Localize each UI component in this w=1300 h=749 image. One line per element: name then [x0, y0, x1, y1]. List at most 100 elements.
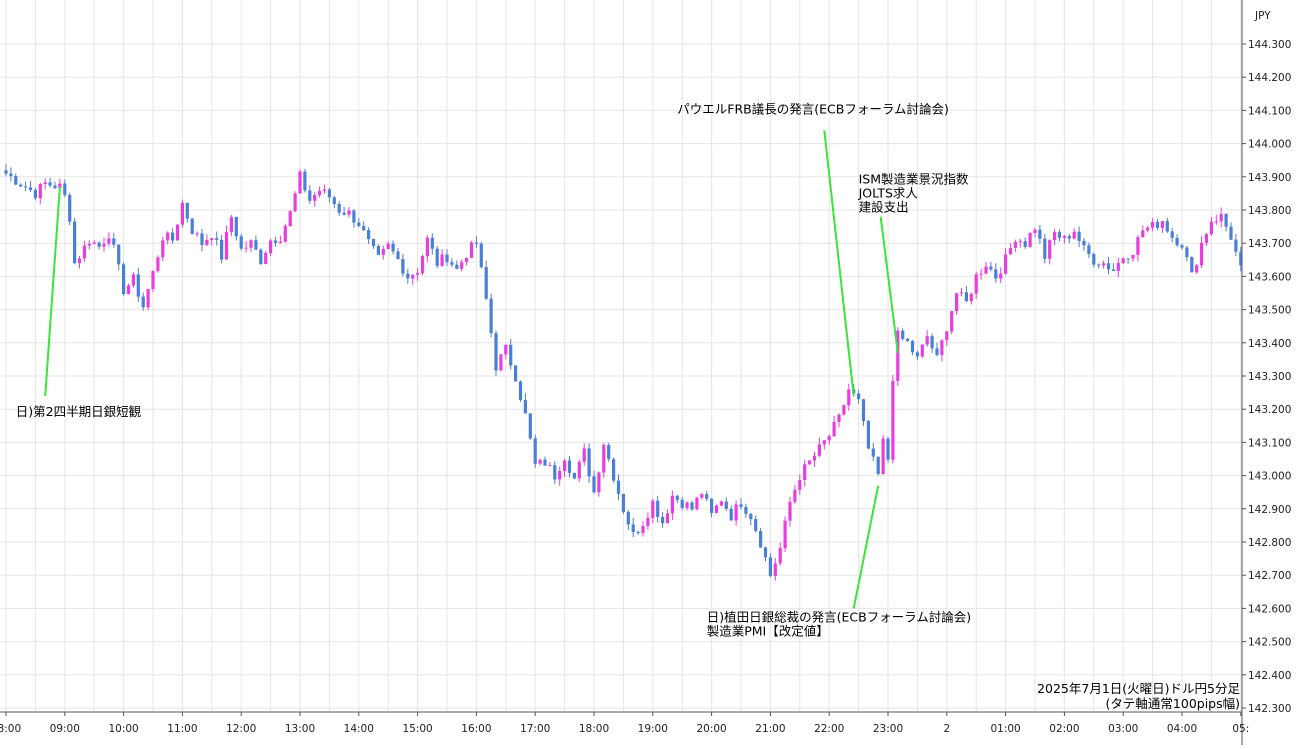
candle-body — [161, 240, 165, 258]
candle-body — [866, 420, 870, 449]
annotation-line — [823, 130, 855, 397]
candle-body — [469, 242, 474, 258]
candle-body — [1106, 263, 1111, 270]
candle-body — [641, 525, 645, 533]
candle-body — [126, 285, 131, 295]
candle-body — [710, 498, 714, 513]
candle-body — [925, 336, 929, 345]
y-tick-label: 144.100 — [1248, 105, 1291, 117]
annotation-label: パウエルFRB議長の発言(ECBフォーラム討論会) — [677, 102, 949, 117]
candle-body — [1116, 263, 1120, 271]
annotation-label: 日)第2四半期日銀短観 — [16, 404, 142, 419]
candle-body — [714, 505, 719, 513]
candle-body — [1151, 221, 1155, 228]
candle-body — [166, 232, 170, 241]
candle-body — [1165, 221, 1169, 232]
candle-body — [1126, 258, 1130, 260]
candle-body — [239, 236, 243, 249]
candle-body — [783, 520, 787, 549]
candle-body — [14, 176, 18, 185]
candle-body — [1219, 213, 1223, 222]
x-tick-label: 05: — [1232, 723, 1249, 735]
candle-body — [1111, 269, 1115, 271]
x-tick-label: 22:00 — [814, 723, 844, 735]
candle-body — [273, 240, 278, 243]
candle-body — [739, 504, 743, 508]
candle-body — [131, 274, 135, 286]
x-tick-label: 01:00 — [990, 723, 1020, 735]
candle-body — [665, 513, 670, 524]
candle-body — [523, 399, 527, 414]
candle-body — [680, 499, 684, 508]
candle-body — [73, 221, 77, 264]
candle-body — [906, 338, 910, 342]
candle-body — [313, 195, 317, 201]
candle-body — [1121, 258, 1125, 264]
candle-body — [318, 190, 322, 196]
candle-body — [303, 171, 307, 191]
candle-body — [803, 464, 807, 481]
candle-body — [989, 266, 993, 270]
candle-body — [812, 455, 817, 461]
candle-body — [288, 211, 292, 226]
annotation-label: 日)植田日銀総裁の発言(ECBフォーラム討論会) — [707, 610, 971, 625]
candle-body — [156, 257, 160, 272]
candle-body — [352, 210, 356, 223]
candle-body — [210, 238, 214, 240]
candle-body — [151, 271, 155, 290]
annotations: 日)第2四半期日銀短観 パウエルFRB議長の発言(ECBフォーラム討論会) ISM製… — [16, 102, 971, 639]
y-tick-label: 142.500 — [1248, 637, 1291, 649]
candle-body — [357, 222, 361, 226]
candle-body — [425, 237, 429, 257]
candle-body — [63, 183, 67, 195]
candle-body — [19, 184, 23, 187]
candle-body — [244, 247, 248, 249]
candle-body — [793, 489, 797, 502]
annotation-line — [879, 216, 899, 353]
candle-body — [607, 444, 611, 460]
x-tick-label: 04:00 — [1167, 723, 1197, 735]
candle-body — [734, 504, 738, 521]
candle-body — [1028, 233, 1032, 247]
candle-body — [269, 240, 273, 254]
candle-body — [690, 502, 694, 510]
x-tick-label: 11:00 — [167, 723, 197, 735]
candle-body — [1048, 240, 1052, 259]
candle-body — [842, 405, 846, 415]
candle-body — [553, 465, 557, 480]
candle-body — [1062, 236, 1066, 238]
candle-body — [175, 224, 180, 241]
candle-body — [1136, 237, 1140, 255]
candle-body — [974, 274, 978, 294]
x-tick-label: 12:00 — [226, 723, 256, 735]
candle-body — [391, 243, 395, 252]
candle-body — [1234, 239, 1238, 252]
candle-body — [1175, 237, 1179, 246]
candle-body — [847, 389, 851, 406]
candle-body — [759, 530, 763, 548]
candle-body — [489, 298, 493, 334]
candle-body — [533, 438, 537, 464]
candle-body — [1092, 254, 1096, 265]
candle-body — [445, 254, 449, 263]
candle-body — [626, 511, 630, 525]
candle-body — [371, 239, 376, 247]
candle-body — [896, 330, 900, 381]
annotation-label: 建設支出 — [859, 199, 909, 214]
candle-body — [278, 241, 282, 243]
candle-body — [479, 243, 483, 268]
x-tick-label: 14:00 — [344, 723, 374, 735]
candle-body — [440, 254, 444, 266]
candle-body — [994, 269, 998, 279]
candle-body — [1195, 265, 1199, 273]
candle-body — [661, 516, 665, 524]
candle-body — [205, 239, 209, 245]
candle-body — [827, 436, 831, 441]
candle-body — [582, 448, 586, 462]
candle-body — [563, 460, 567, 472]
candle-body — [499, 354, 503, 371]
candle-body — [920, 344, 924, 357]
candle-body — [122, 264, 126, 295]
